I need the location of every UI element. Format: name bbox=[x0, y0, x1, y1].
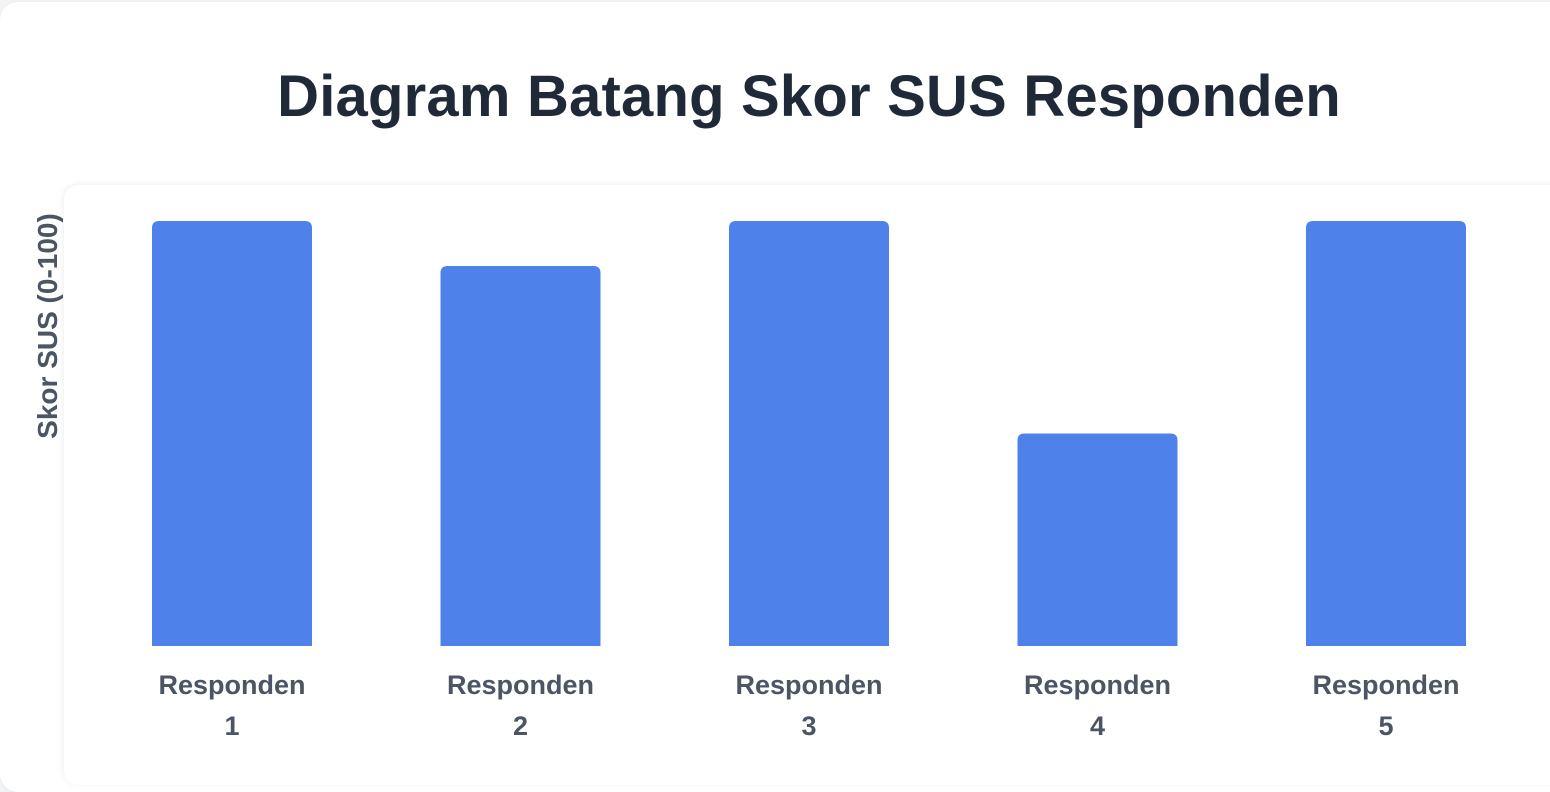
x-tick-label-4-line1: Responden bbox=[1024, 670, 1171, 700]
bar-4 bbox=[1017, 433, 1178, 646]
x-tick-label-5-line1: Responden bbox=[1312, 670, 1459, 700]
x-tick-label-1-line2: 1 bbox=[224, 711, 239, 741]
x-tick-label-3-line2: 3 bbox=[801, 711, 816, 741]
chart-title: Diagram Batang Skor SUS Responden bbox=[277, 64, 1341, 129]
x-tick-label-3-line1: Responden bbox=[735, 670, 882, 700]
bar-3 bbox=[729, 221, 889, 646]
x-tick-label-5-line2: 5 bbox=[1378, 711, 1393, 741]
bar-5 bbox=[1306, 221, 1466, 646]
bar-1 bbox=[152, 221, 312, 646]
bar-2 bbox=[440, 266, 601, 646]
x-tick-label-1-line1: Responden bbox=[158, 670, 305, 700]
x-tick-label-2-line1: Responden bbox=[447, 670, 594, 700]
x-tick-label-2-line2: 2 bbox=[513, 711, 528, 741]
x-tick-label-4-line2: 4 bbox=[1090, 711, 1105, 741]
